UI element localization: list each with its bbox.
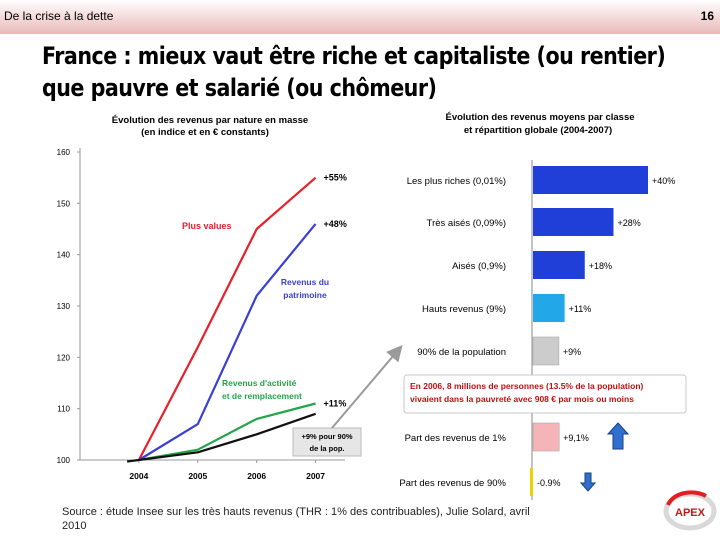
line-chart-title: Évolution des revenus par nature en mass… (112, 115, 308, 126)
series-line (126, 412, 316, 463)
chart-overlay: En 2006, 8 millions de personnes (13.5% … (331, 344, 687, 429)
bar (532, 336, 560, 366)
poverty-note-text: En 2006, 8 millions de personnes (13.5% … (410, 381, 644, 391)
apex-logo: APEX (663, 490, 717, 531)
series-label-patrimoine: patrimoine (283, 290, 327, 300)
bar (532, 422, 560, 452)
bar (533, 294, 565, 322)
series-label-activite: et de remplacement (222, 391, 302, 401)
y-tick-label: 100 (57, 456, 71, 465)
bar-value-label: +18% (589, 261, 612, 271)
series-line (137, 176, 317, 461)
bar-chart-title: et répartition globale (2004-2007) (464, 125, 612, 136)
series-label-activite: Revenus d'activité (222, 378, 297, 388)
bar-value-label: -0.9% (537, 478, 561, 488)
bar-chart-title: Évolution des revenus moyens par classe (445, 112, 634, 123)
callout-text: +9% pour 90% (301, 432, 352, 441)
series-end-label: +55% (324, 173, 347, 183)
bar-value-label: +28% (618, 218, 641, 228)
bar-value-label: +9,1% (563, 433, 589, 443)
x-tick-label: 2007 (306, 471, 325, 481)
bar-value-label: +11% (569, 304, 592, 314)
series-end-label: +11% (324, 399, 347, 409)
callout-box (292, 427, 362, 457)
series-line (138, 402, 316, 462)
y-tick-label: 160 (57, 148, 71, 157)
bar-category-label: 90% de la population (417, 347, 506, 358)
poverty-note-text: vivaient dans la pauvreté avec 908 € par… (410, 394, 634, 404)
series-label-plus-values: Plus values (182, 221, 232, 231)
arrow-up-icon (606, 422, 630, 450)
bar (530, 468, 533, 496)
line-chart: Évolution des revenus par nature en mass… (57, 115, 362, 481)
bar-category-label: Très aisés (0,09%) (427, 218, 506, 229)
bar-value-label: +9% (563, 347, 581, 357)
slide-title-line1: France : mieux vaut être riche et capita… (42, 42, 666, 70)
line-chart-title: (en indice et en € constants) (141, 127, 269, 138)
bar (533, 166, 648, 194)
logo-text: APEX (675, 507, 706, 519)
bar-value-label: +40% (652, 176, 675, 186)
series-line (138, 223, 317, 461)
y-tick-label: 140 (57, 251, 71, 260)
page-number: 16 (700, 9, 714, 23)
x-tick-label: 2006 (247, 471, 266, 481)
bar-category-label: Les plus riches (0,01%) (407, 176, 506, 187)
header-bar (0, 0, 720, 34)
callout-text: de la pop. (309, 444, 344, 453)
y-tick-label: 110 (57, 405, 70, 414)
section-title: De la crise à la dette (4, 9, 114, 23)
bar (533, 251, 585, 279)
poverty-note-box (403, 374, 687, 414)
slide-title: France : mieux vaut être riche et capita… (42, 40, 666, 104)
x-tick-label: 2005 (188, 471, 207, 481)
connector-arrow (331, 344, 403, 429)
bar-category-label: Aisés (0,9%) (452, 261, 506, 272)
y-tick-label: 150 (57, 199, 71, 208)
bar-category-label: Part des revenus de 90% (399, 478, 506, 489)
bar (533, 208, 614, 236)
bar-category-label: Hauts revenus (9%) (422, 304, 506, 315)
arrow-down-icon (579, 472, 597, 492)
series-label-patrimoine: Revenus du (281, 277, 329, 287)
y-tick-label: 130 (57, 302, 71, 311)
source-note: Source : étude Insee sur les très hauts … (62, 506, 530, 532)
series-end-label: +48% (324, 219, 347, 229)
slide-title-line2: que pauvre et salarié (ou chômeur) (42, 74, 437, 102)
bar-chart: Évolution des revenus moyens par classe e… (399, 112, 675, 500)
y-tick-label: 120 (57, 353, 71, 362)
bar-category-label: Part des revenus de 1% (405, 433, 507, 444)
x-tick-label: 2004 (129, 471, 148, 481)
